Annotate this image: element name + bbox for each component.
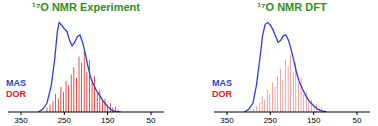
svg-text:50: 50	[353, 116, 362, 125]
html-text:DOR: DOR	[212, 89, 232, 99]
svg-text:250: 250	[58, 116, 72, 125]
svg-text:250: 250	[264, 116, 278, 125]
html-text:DOR: DOR	[6, 89, 26, 99]
html-text:MAS: MAS	[6, 78, 26, 88]
svg-text:350: 350	[220, 116, 234, 125]
svg-text:350: 350	[14, 116, 28, 125]
svg-text:150: 150	[101, 116, 115, 125]
html-text:¹⁷O NMR Experiment: ¹⁷O NMR Experiment	[32, 1, 140, 13]
svg-text:150: 150	[307, 116, 321, 125]
html-text:¹⁷O NMR DFT: ¹⁷O NMR DFT	[257, 1, 327, 13]
svg-text:50: 50	[147, 116, 156, 125]
html-text:MAS: MAS	[212, 78, 232, 88]
